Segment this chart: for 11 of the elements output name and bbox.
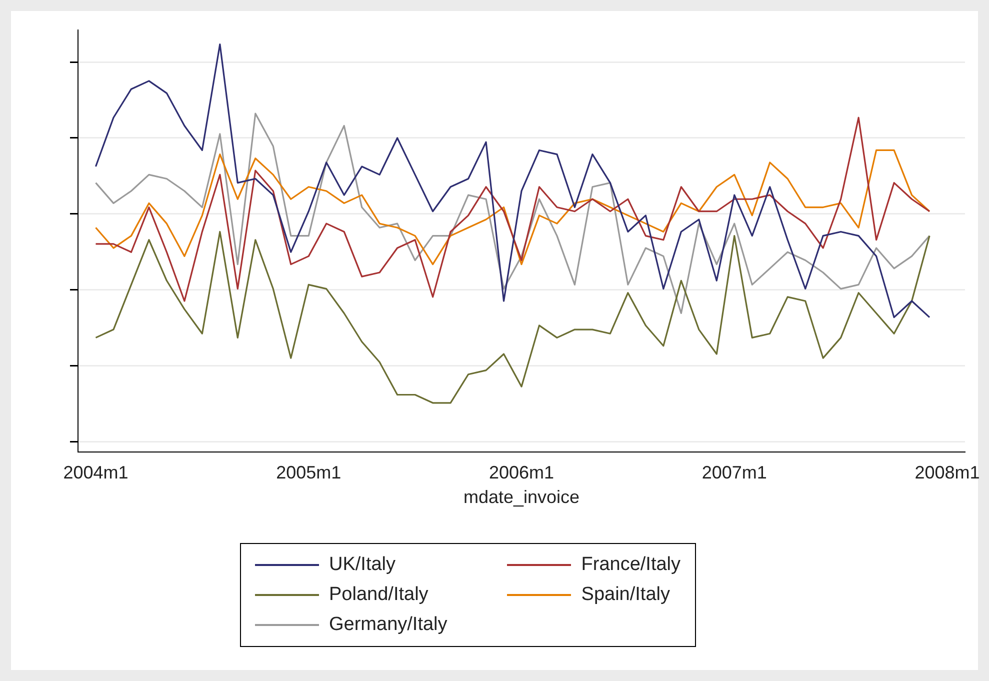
x-tick-label: 2004m1 [63, 462, 128, 483]
x-tick-label: 2007m1 [702, 462, 767, 483]
legend-label: Spain/Italy [581, 584, 670, 606]
x-tick-label: 2008m1 [914, 462, 980, 483]
legend-label: France/Italy [581, 554, 681, 576]
legend-label: UK/Italy [329, 554, 396, 576]
x-tick-label: 2005m1 [276, 462, 342, 483]
x-tick-label: 2006m1 [488, 462, 554, 483]
legend-label: Germany/Italy [329, 614, 448, 636]
legend-label: Poland/Italy [329, 584, 428, 606]
x-axis-title: mdate_invoice [463, 487, 580, 508]
